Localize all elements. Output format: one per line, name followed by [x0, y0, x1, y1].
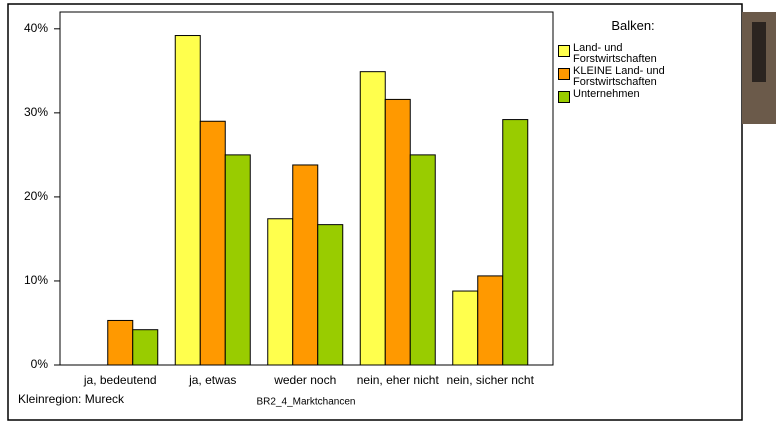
- legend-swatch: [558, 45, 570, 57]
- x-tick-label: nein, sicher ncht: [447, 373, 535, 387]
- legend-title: Balken:: [611, 18, 655, 33]
- y-tick-label: 30%: [24, 105, 48, 119]
- bar: [317, 224, 344, 366]
- legend-item: Unternehmen: [558, 89, 688, 103]
- bar: [267, 218, 294, 366]
- legend-swatch: [558, 91, 570, 103]
- bar: [359, 71, 386, 366]
- x-tick-label: ja, etwas: [188, 373, 236, 387]
- x-axis-label: BR2_4_Marktchancen: [257, 397, 356, 408]
- bar: [384, 98, 411, 366]
- photo-figure: [752, 22, 766, 82]
- legend-item: KLEINE Land- und Forstwirtschaften: [558, 66, 688, 88]
- bar: [477, 275, 504, 366]
- legend-item: Land- und Forstwirtschaften: [558, 43, 688, 65]
- y-tick-label: 20%: [24, 189, 48, 203]
- y-tick-label: 10%: [24, 273, 48, 287]
- footnote: Kleinregion: Mureck: [18, 392, 125, 406]
- legend-label: Land- und Forstwirtschaften: [573, 42, 657, 65]
- bar: [199, 120, 226, 366]
- bar: [452, 290, 479, 366]
- bar: [409, 154, 436, 366]
- legend-label: KLEINE Land- und Forstwirtschaften: [573, 65, 665, 88]
- frame: [7, 3, 743, 421]
- legend-label: Unternehmen: [573, 88, 640, 100]
- bar: [174, 35, 201, 366]
- bar: [292, 164, 319, 366]
- y-tick-label: 40%: [24, 21, 48, 35]
- bar: [132, 329, 159, 366]
- bar: [224, 154, 251, 366]
- x-tick-label: nein, eher nicht: [357, 373, 440, 387]
- x-tick-label: ja, bedeutend: [83, 373, 157, 387]
- x-tick-label: weder noch: [273, 373, 336, 387]
- legend-swatch: [558, 68, 570, 80]
- y-tick-label: 0%: [31, 357, 49, 371]
- bar: [107, 319, 134, 366]
- bar: [502, 119, 529, 366]
- legend: Balken: Land- und Forstwirtschaften KLEIN…: [558, 18, 688, 104]
